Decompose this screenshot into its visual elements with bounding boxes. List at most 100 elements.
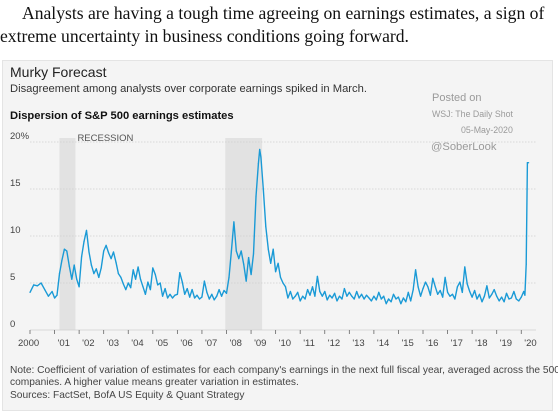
data-point [498, 300, 500, 302]
data-point [284, 286, 287, 288]
data-point [513, 290, 515, 293]
data-point [287, 297, 289, 299]
x-tick-label: '09 [254, 338, 266, 349]
data-point [309, 294, 311, 296]
data-point [125, 289, 127, 291]
data-point [520, 296, 522, 298]
data-point [518, 300, 520, 302]
data-point [515, 298, 517, 300]
data-point [486, 285, 488, 287]
data-point [478, 293, 481, 295]
postmark-posted-on: Posted on [432, 92, 482, 104]
data-point [329, 294, 331, 296]
data-point [189, 296, 191, 298]
data-point [474, 289, 476, 292]
data-point [137, 266, 139, 268]
data-point [260, 156, 262, 158]
data-point [324, 290, 326, 293]
x-tick-label: '07 [205, 338, 217, 349]
recession-band [59, 138, 76, 330]
data-point [346, 295, 348, 297]
x-tick-label: '03 [107, 338, 119, 349]
data-point [466, 283, 468, 285]
data-point [191, 289, 193, 291]
data-point [469, 290, 471, 293]
data-point [292, 298, 294, 300]
data-point [432, 277, 434, 279]
data-point [238, 258, 240, 260]
data-point [319, 290, 321, 293]
x-tick-label: '10 [279, 338, 291, 349]
data-point [415, 269, 417, 271]
data-point [223, 289, 225, 292]
data-point [58, 273, 61, 275]
data-point [115, 261, 117, 263]
data-point [33, 284, 35, 286]
x-tick-label: '06 [180, 338, 192, 349]
data-point [100, 267, 102, 269]
x-tick-label: '20 [524, 338, 536, 349]
data-point [456, 286, 458, 288]
data-point [122, 283, 124, 285]
data-point [528, 162, 530, 164]
data-point [176, 293, 178, 295]
y-axis-ticks: 0 5 10 15 20% [10, 131, 30, 330]
x-tick-label: '11 [303, 338, 315, 349]
y-tick-label: 5 [10, 272, 15, 283]
data-point [429, 294, 431, 296]
data-point [66, 250, 68, 252]
data-point [194, 297, 196, 299]
data-point [491, 293, 493, 295]
data-point [88, 251, 90, 253]
series-line-dispersion [29, 148, 529, 305]
data-point [83, 241, 85, 243]
x-tick-label: '01 [58, 338, 70, 349]
data-point [331, 297, 333, 299]
data-point [76, 278, 78, 280]
data-point [424, 281, 427, 283]
data-point [289, 290, 291, 293]
x-tick-label: '14 [377, 338, 389, 349]
data-point [36, 285, 39, 287]
data-point [68, 265, 70, 267]
data-point [390, 301, 392, 303]
data-point [152, 267, 154, 269]
data-point [112, 251, 115, 253]
data-point [171, 297, 174, 299]
data-point [407, 291, 409, 293]
data-point [451, 293, 454, 295]
data-point [248, 257, 250, 259]
chart-subtitle: Disagreement among analysts over corpora… [10, 83, 367, 95]
data-point [459, 281, 461, 283]
series-points [29, 148, 530, 305]
data-point [510, 297, 512, 299]
recession-band [225, 138, 263, 330]
data-point [279, 276, 282, 278]
postmark-source: WSJ: The Daily Shot [432, 109, 513, 119]
data-point [420, 295, 422, 297]
data-point [218, 289, 220, 291]
data-point [461, 291, 463, 293]
data-point [505, 292, 508, 294]
data-point [139, 278, 142, 280]
data-point [162, 295, 164, 297]
data-point [61, 259, 63, 261]
y-tick-label: 10 [10, 225, 21, 236]
data-point [375, 299, 377, 301]
data-point [54, 297, 56, 299]
note-line-2: companies. A higher value means greater … [10, 377, 299, 389]
data-point [304, 298, 306, 300]
x-tick-label: '18 [475, 338, 487, 349]
x-tick-label: '19 [500, 338, 512, 349]
data-point [130, 287, 132, 289]
data-point [56, 294, 58, 296]
data-point [81, 256, 83, 258]
data-point [164, 288, 166, 290]
data-point [184, 293, 186, 295]
data-point [120, 276, 122, 278]
data-point [302, 295, 304, 297]
data-point [196, 294, 198, 296]
data-point [402, 297, 404, 299]
data-point [267, 248, 269, 250]
data-point [361, 293, 363, 295]
